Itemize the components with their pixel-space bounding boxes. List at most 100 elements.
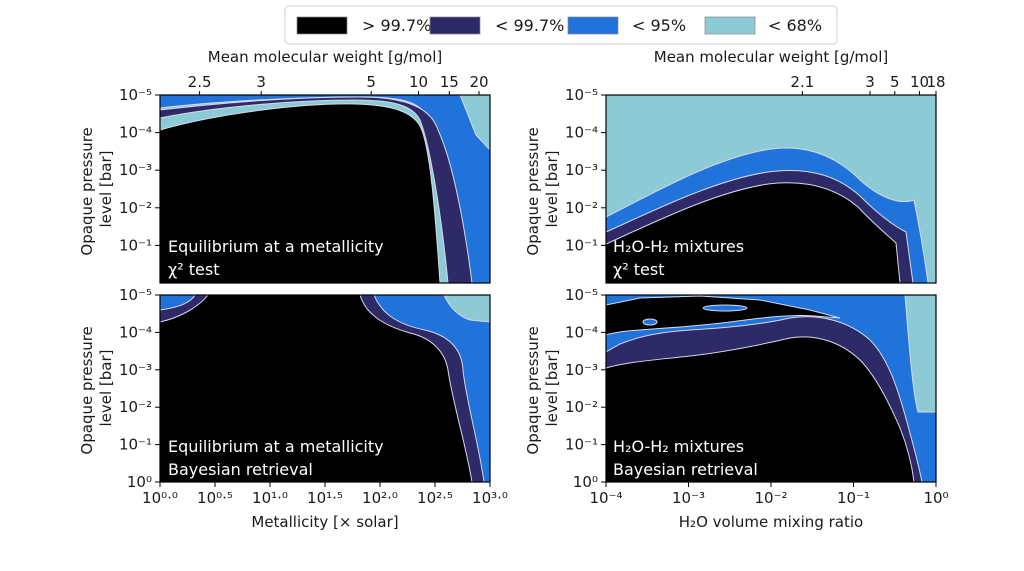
legend-frame — [284, 5, 838, 45]
y-tick-label: 10⁻¹ — [565, 436, 598, 454]
x-tick-label: 10⁻⁴ — [589, 489, 622, 507]
y-tick-label: 10⁻⁵ — [119, 86, 152, 104]
y-tick-label: 10⁻⁵ — [565, 86, 598, 104]
y-axis-title-bl: Opaque pressure level [bar] — [78, 321, 115, 454]
y-tick-label: 10⁻³ — [119, 361, 152, 379]
y-axis-title-tr-text: Opaque pressure level [bar] — [524, 122, 561, 255]
x-tick-label: 10³·⁰ — [472, 489, 508, 507]
region-99-7-plus — [606, 182, 901, 283]
legend-swatch-2 — [567, 16, 619, 35]
panel-title-br: H₂O-H₂ mixtures — [613, 437, 744, 456]
y-tick-label: 10⁻⁴ — [119, 323, 152, 341]
panel-title-tr: H₂O-H₂ mixtures — [613, 237, 744, 256]
y-tick-label: 10⁻⁴ — [119, 124, 152, 142]
legend-swatch-0 — [296, 16, 348, 35]
panel-top-left — [160, 95, 490, 283]
tick-layer: 10⁻⁵10⁻⁴10⁻³10⁻²10⁻¹2.5 3 5 10 15 2010⁻⁵10⁻⁴1… — [119, 73, 949, 507]
region-95-streak — [702, 304, 748, 312]
top-axis-title-left: Mean molecular weight [g/mol] — [208, 48, 442, 66]
top-tick-label: 10 — [910, 73, 929, 91]
panel-method-br: Bayesian retrieval — [613, 460, 758, 479]
x-tick-label: 10⁰·⁰ — [142, 489, 178, 507]
region-99-7-plus — [160, 295, 473, 482]
legend-swatch-1 — [429, 16, 481, 35]
panel-top-right — [606, 95, 936, 283]
y-axis-title-br: Opaque pressure level [bar] — [524, 321, 561, 454]
x-tick-label: 10⁰·⁵ — [197, 489, 233, 507]
x-tick-label: 10²·⁵ — [417, 489, 453, 507]
region-68 — [443, 295, 490, 323]
y-tick-label: 10⁻² — [119, 398, 152, 416]
legend: > 99.7% < 99.7% < 95% < 68% — [284, 5, 838, 45]
top-tick-label: 2.1 — [790, 73, 814, 91]
y-tick-label: 10⁻¹ — [119, 436, 152, 454]
top-tick-label: 3 — [865, 73, 875, 91]
y-axis-title-line2: level [bar] — [97, 349, 115, 426]
y-axis-title-line1: Opaque pressure — [524, 326, 542, 454]
panel-bottom-right — [606, 295, 936, 482]
y-tick-label: 10⁻⁴ — [565, 323, 598, 341]
y-tick-label: 10⁻⁵ — [119, 286, 152, 304]
panel-title-tl: Equilibrium at a metallicity — [168, 237, 384, 256]
top-axis-title-right: Mean molecular weight [g/mol] — [654, 48, 888, 66]
legend-label-3: < 68% — [768, 16, 822, 35]
y-tick-label: 10⁻³ — [119, 161, 152, 179]
top-tick-label: 18 — [926, 73, 945, 91]
top-tick-label: 2.5 — [188, 73, 212, 91]
legend-label-2: < 95% — [632, 16, 686, 35]
region-99-7-plus — [606, 336, 915, 482]
y-tick-label: 10⁻² — [119, 199, 152, 217]
y-axis-title-tl: Opaque pressure level [bar] — [78, 122, 115, 255]
panel-method-tr: χ² test — [613, 260, 664, 279]
y-tick-label: 10⁰ — [127, 473, 152, 491]
x-tick-label: 10²·⁰ — [362, 489, 398, 507]
x-axis-title-left: Metallicity [× solar] — [251, 513, 398, 531]
axes-frame-top-left — [159, 94, 491, 284]
y-tick-label: 10⁻¹ — [119, 236, 152, 254]
x-tick-label: 10⁰ — [923, 489, 948, 507]
y-axis-title-line1: Opaque pressure — [524, 127, 542, 255]
y-tick-label: 10⁻³ — [565, 161, 598, 179]
top-tick-label: 5 — [890, 73, 900, 91]
y-tick-label: 10⁻³ — [565, 361, 598, 379]
top-tick-label: 20 — [469, 73, 488, 91]
x-tick-label: 10¹·⁵ — [307, 489, 343, 507]
y-axis-title-tr: Opaque pressure level [bar] — [524, 122, 561, 255]
legend-label-0: > 99.7% — [362, 16, 431, 35]
x-axis-title-right: H₂O volume mixing ratio — [679, 513, 863, 531]
y-tick-label: 10⁻¹ — [565, 236, 598, 254]
top-tick-label: 15 — [440, 73, 459, 91]
y-axis-title-bl-text: Opaque pressure level [bar] — [78, 321, 115, 454]
y-axis-title-tl-text: Opaque pressure level [bar] — [78, 122, 115, 255]
top-tick-label: 10 — [409, 73, 428, 91]
y-axis-title-line1: Opaque pressure — [78, 127, 96, 255]
x-tick-label: 10⁻³ — [672, 489, 705, 507]
legend-label-1: < 99.7% — [495, 16, 564, 35]
top-tick-label: 3 — [256, 73, 266, 91]
panel-title-bl: Equilibrium at a metallicity — [168, 437, 384, 456]
legend-swatch-3 — [704, 16, 756, 35]
y-axis-title-line2: level [bar] — [543, 349, 561, 426]
y-axis-title-line1: Opaque pressure — [78, 326, 96, 454]
y-tick-label: 10⁻² — [565, 199, 598, 217]
y-tick-label: 10⁻⁴ — [565, 124, 598, 142]
y-axis-title-line2: level [bar] — [543, 150, 561, 227]
region-68 — [904, 295, 936, 413]
region-99-7-plus-island — [606, 295, 841, 336]
x-tick-label: 10⁻¹ — [837, 489, 870, 507]
panel-method-bl: Bayesian retrieval — [168, 460, 313, 479]
y-tick-label: 10⁰ — [573, 473, 598, 491]
axes-frame-top-right — [605, 94, 937, 284]
top-tick-label: 5 — [366, 73, 376, 91]
y-tick-label: 10⁻⁵ — [565, 286, 598, 304]
y-tick-label: 10⁻² — [565, 398, 598, 416]
panel-bottom-left — [160, 295, 490, 482]
region-99-7-plus — [160, 103, 441, 283]
x-tick-label: 10¹·⁰ — [252, 489, 288, 507]
y-axis-title-line2: level [bar] — [97, 150, 115, 227]
x-tick-label: 10⁻² — [754, 489, 787, 507]
region-95-speck — [642, 318, 658, 326]
panel-method-tl: χ² test — [168, 260, 219, 279]
y-axis-title-br-text: Opaque pressure level [bar] — [524, 321, 561, 454]
